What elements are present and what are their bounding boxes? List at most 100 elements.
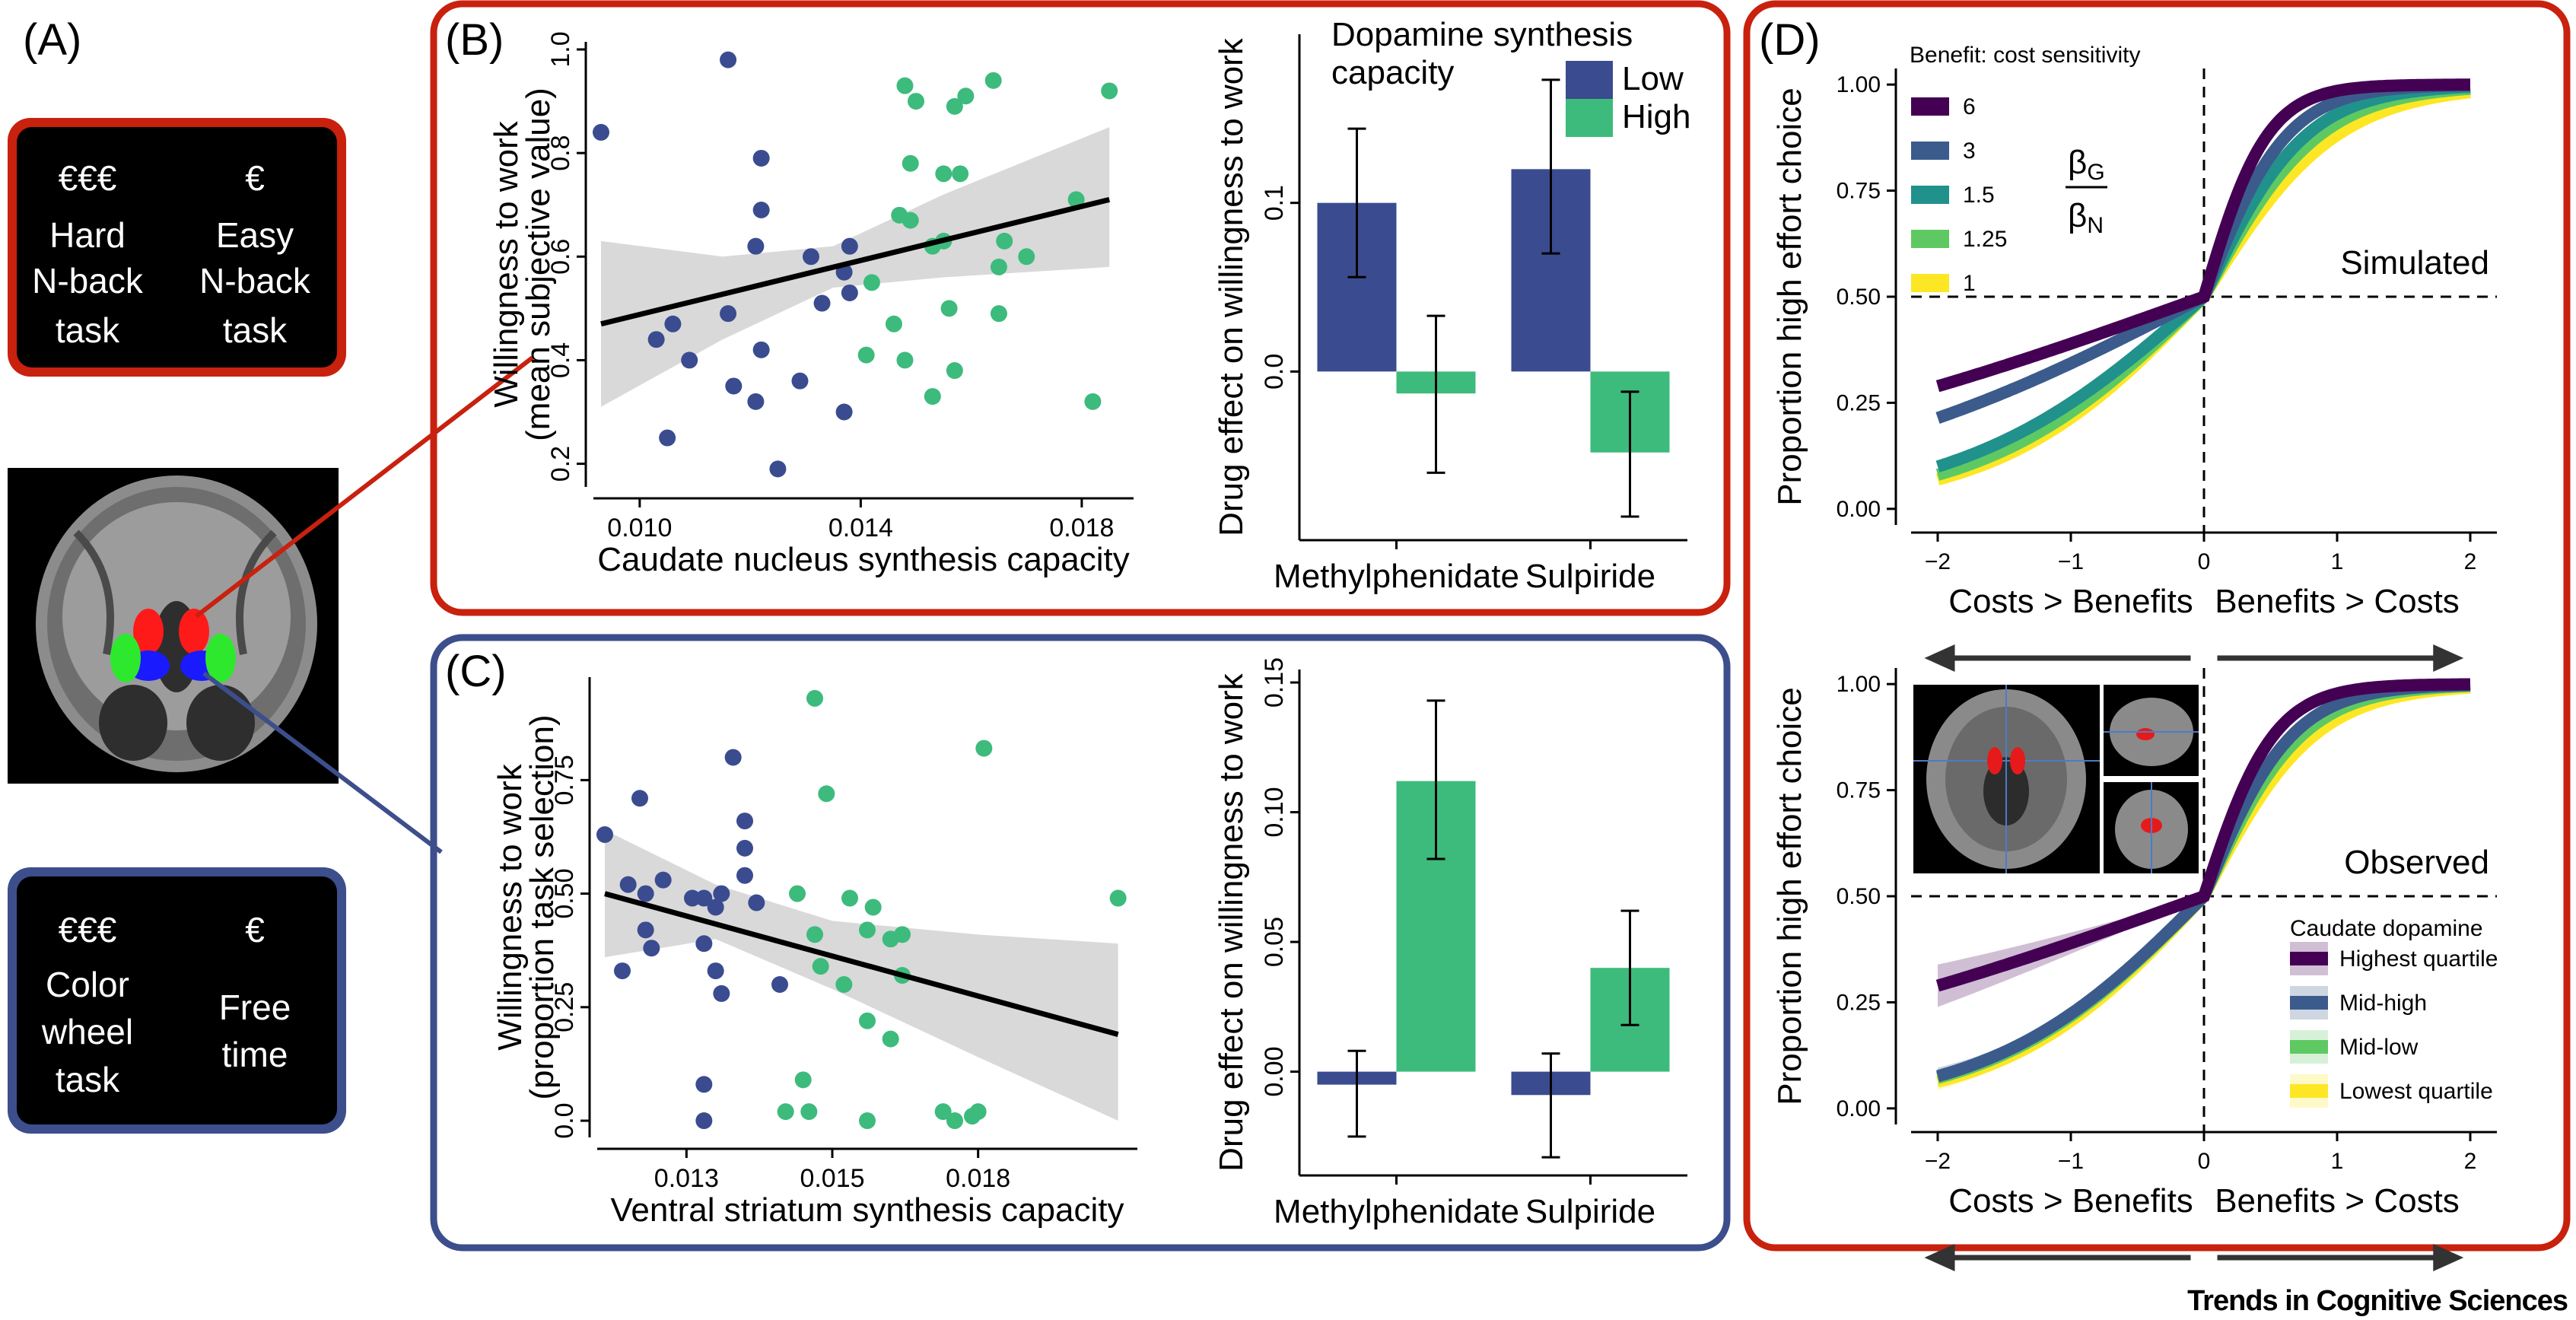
d-obs-y-tick-label: 0.25	[1837, 990, 1881, 1015]
b-scatter-point-high	[1018, 248, 1035, 266]
c-scatter-x-tick-label: 0.018	[946, 1164, 1010, 1193]
task-box-nback-right-line-2: N-back	[199, 261, 311, 301]
c-scatter-y-label-line-2: (proportion task selection)	[523, 714, 561, 1099]
c-scatter-point-low	[736, 867, 753, 884]
c-bar-y-tick-label: 0.05	[1260, 917, 1289, 967]
c-scatter-point-low	[736, 813, 753, 830]
task-box-nback-right-line-3: task	[223, 310, 288, 350]
b-scatter-point-high	[940, 300, 958, 317]
b-scatter-y-tick-label: 0.2	[546, 446, 575, 482]
c-scatter-point-high	[806, 926, 823, 943]
c-bar-category-label: Methylphenidate	[1274, 1193, 1519, 1230]
chart-b-bar: Methylphenidate Sulpiride 0.0 0.1 Drug effec…	[1213, 34, 1687, 595]
panel-d-frame	[1743, 0, 2571, 1252]
b-scatter-y-tick-label: 0.6	[546, 239, 575, 275]
c-scatter-confidence-band	[605, 830, 1118, 1121]
b-scatter-point-low	[747, 393, 765, 410]
c-scatter-y-tick-label: 0.75	[550, 755, 579, 805]
d-obs-direction-right-label: Benefits > Costs	[2215, 1182, 2460, 1220]
b-scatter-y-tick-label: 0.8	[546, 135, 575, 171]
c-scatter-point-high	[789, 885, 806, 902]
c-scatter-point-high	[864, 899, 882, 916]
b-scatter-point-low	[747, 237, 765, 255]
b-scatter-point-high	[924, 388, 941, 406]
legend-sensitivity-label-2: 1.5	[1963, 183, 1995, 208]
caudate-region-red-left	[133, 609, 164, 654]
b-scatter-x-label: Caudate nucleus synthesis capacity	[597, 541, 1130, 578]
d-sim-arrow-right-head	[2433, 644, 2464, 672]
inset-caudate-left	[1987, 747, 2002, 775]
c-scatter-point-high	[1109, 889, 1127, 907]
c-scatter-fit-line	[604, 891, 1119, 1038]
c-scatter-point-high	[794, 1071, 812, 1089]
b-scatter-point-high	[908, 93, 924, 110]
b-scatter-point-low	[841, 237, 858, 255]
c-scatter-point-low	[707, 962, 724, 980]
panel-b-letter: (B)	[445, 15, 504, 65]
task-box-nback-left-cost: €€€	[59, 158, 117, 198]
b-scatter-point-low	[720, 305, 737, 323]
c-scatter-point-high	[859, 1112, 876, 1130]
b-scatter-point-high	[1084, 393, 1102, 410]
b-scatter-fit-line	[600, 197, 1111, 327]
b-scatter-y-tick-label: 1.0	[546, 31, 575, 67]
legend-label-low: Low	[1622, 60, 1684, 97]
c-scatter-point-low	[771, 975, 788, 993]
b-scatter-point-high	[896, 351, 914, 369]
task-box-nback-left-line-3: task	[56, 310, 120, 350]
panel-d-letter: (D)	[1759, 15, 1821, 65]
task-box-colorwheel-left-line-1: Color	[46, 965, 129, 1004]
c-scatter-point-low	[637, 885, 654, 902]
b-scatter-point-low	[752, 149, 770, 167]
c-scatter-y-label-line-1: Willingness to work	[491, 763, 529, 1051]
d-obs-annotation: Observed	[2344, 844, 2489, 881]
task-box-colorwheel-right-cost: €	[245, 910, 265, 949]
legend-sensitivity-label-3: 1.25	[1963, 227, 2007, 252]
legend-sensitivity-label-1: 3	[1963, 138, 1976, 164]
b-scatter-point-low	[647, 331, 665, 348]
brain-coronal-image	[8, 468, 339, 784]
d-sim-x-tick-label: 0	[2198, 549, 2211, 574]
c-scatter-point-low	[596, 825, 613, 843]
d-obs-x-tick-label: 2	[2464, 1149, 2477, 1174]
c-bar-category-label: Sulpiride	[1525, 1193, 1655, 1230]
legend-sensitivity-title: Benefit: cost sensitivity	[1910, 43, 2140, 68]
c-scatter-y-tick-label: 0.50	[550, 868, 579, 918]
d-sim-y-tick-label: 0.50	[1837, 285, 1881, 310]
b-scatter-point-low	[791, 372, 809, 390]
c-scatter-x-label: Ventral striatum synthesis capacity	[611, 1191, 1124, 1229]
legend-title-line-2: capacity	[1331, 54, 1454, 91]
task-box-colorwheel-right-line-2: time	[222, 1035, 288, 1074]
connector-blue	[202, 671, 443, 854]
panel-c-frame	[430, 634, 1731, 1252]
b-scatter-point-high	[863, 274, 880, 291]
b-bar-y-label: Drug effect on willingness to work	[1213, 37, 1250, 536]
b-scatter-point-high	[946, 97, 963, 115]
b-scatter-point-low	[593, 123, 609, 141]
c-scatter-point-low	[748, 894, 765, 911]
footer-journal: Trends in Cognitive Sciences	[2187, 1285, 2568, 1317]
b-scatter-y-tick-label: 0.4	[546, 342, 575, 378]
inset-caudate-right	[2010, 747, 2025, 775]
b-scatter-point-high	[984, 72, 1002, 89]
putamen-region-green-right	[205, 634, 236, 682]
b-scatter-point-high	[990, 258, 1007, 275]
c-scatter-point-low	[707, 899, 724, 916]
c-scatter-point-high	[975, 740, 993, 757]
c-scatter-point-high	[882, 1030, 899, 1048]
b-scatter-point-high	[996, 232, 1013, 250]
legend-sensitivity-swatch-1	[1911, 142, 1949, 160]
caudate-region-red-right	[179, 609, 209, 654]
task-box-colorwheel-left-line-2: wheel	[41, 1012, 133, 1051]
d-obs-x-tick-label: 0	[2198, 1149, 2211, 1174]
c-scatter-point-low	[684, 889, 701, 907]
c-scatter-point-low	[695, 935, 713, 953]
c-scatter-point-low	[713, 885, 730, 902]
d-sim-y-tick-label: 1.00	[1837, 72, 1881, 97]
c-scatter-point-low	[614, 962, 631, 980]
legend-sensitivity-swatch-2	[1911, 186, 1949, 204]
c-scatter-point-low	[713, 984, 730, 1002]
b-bar-category-label: Sulpiride	[1525, 558, 1655, 595]
